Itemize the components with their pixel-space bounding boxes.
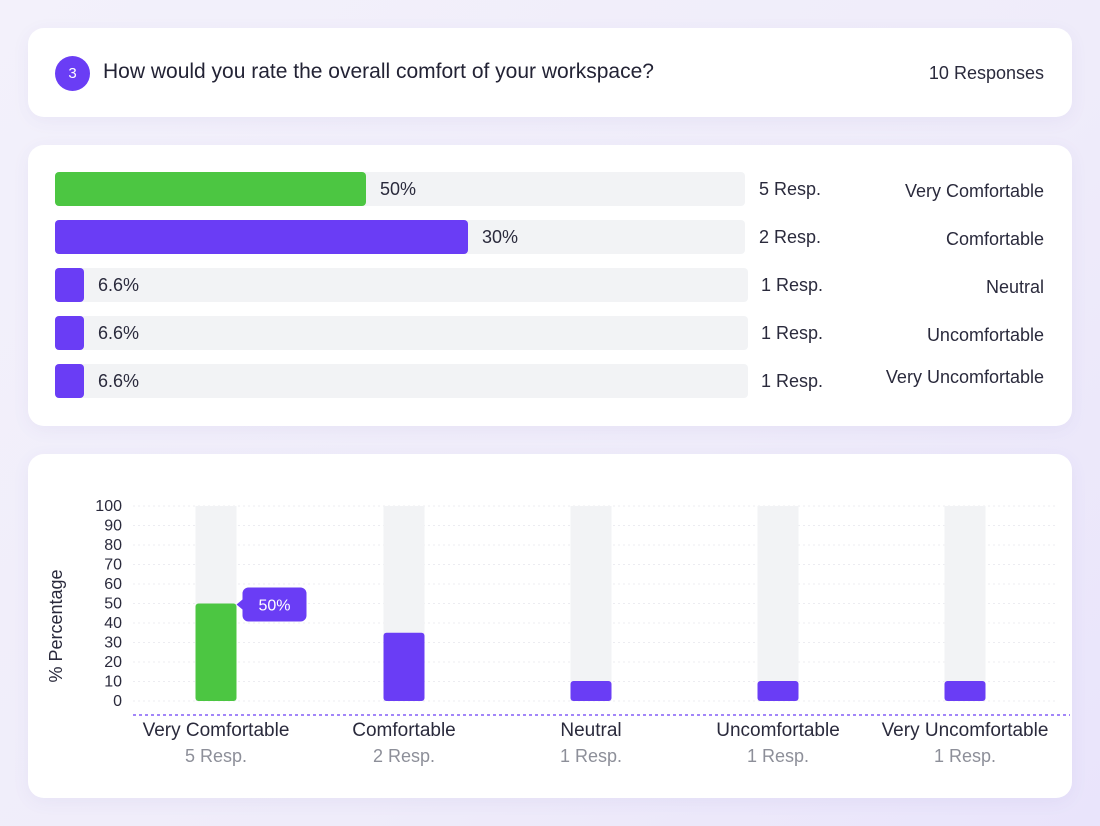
response-row: 6.6% 1 Resp. Very Uncomfortable bbox=[28, 364, 1072, 398]
option-label: Very Uncomfortable bbox=[885, 367, 1044, 387]
y-tick-label: 50 bbox=[104, 596, 122, 613]
y-tick-label: 90 bbox=[104, 518, 122, 535]
percent-label: 6.6% bbox=[98, 275, 140, 295]
bar-fill bbox=[55, 316, 84, 350]
bar[interactable] bbox=[383, 632, 425, 701]
response-bars-card: 50% 5 Resp. Very Comfortable 30% 2 Resp. Comf… bbox=[28, 145, 1072, 426]
bar-fill bbox=[55, 364, 84, 398]
bar-track bbox=[55, 268, 748, 302]
response-row: 6.6% 1 Resp. Neutral bbox=[28, 268, 1072, 302]
tooltip-label: 50% bbox=[258, 598, 290, 615]
response-row: 6.6% 1 Resp. Uncomfortable bbox=[28, 316, 1072, 350]
tooltip-bubble bbox=[236, 587, 307, 622]
responses-count: 10 Responses bbox=[928, 63, 1044, 83]
y-tick-label: 70 bbox=[104, 557, 122, 574]
response-count-label: 1 Resp. bbox=[761, 323, 824, 343]
bar[interactable] bbox=[944, 681, 986, 701]
response-count-label: 1 Resp. bbox=[761, 371, 824, 391]
bar[interactable] bbox=[570, 681, 612, 701]
y-tick-label: 10 bbox=[104, 674, 122, 691]
y-tick-label: 60 bbox=[104, 576, 122, 593]
bar-track bbox=[55, 316, 748, 350]
option-label: Neutral bbox=[985, 277, 1044, 297]
bar-track bbox=[570, 506, 612, 701]
response-count-label: 5 Resp. bbox=[759, 179, 822, 199]
option-label: Comfortable bbox=[945, 229, 1044, 249]
bar-track bbox=[55, 364, 748, 398]
bar[interactable] bbox=[757, 681, 799, 701]
question-header-card: 3 How would you rate the overall comfort… bbox=[28, 28, 1072, 117]
response-row: 50% 5 Resp. Very Comfortable bbox=[28, 172, 1072, 206]
x-category-sublabel: 1 Resp. bbox=[934, 746, 996, 766]
y-tick-label: 80 bbox=[104, 537, 122, 554]
x-category-sublabel: 2 Resp. bbox=[373, 746, 435, 766]
option-label: Very Comfortable bbox=[904, 181, 1044, 201]
y-tick-label: 20 bbox=[104, 654, 122, 671]
bar-track bbox=[757, 506, 799, 701]
percent-label: 30% bbox=[482, 227, 519, 247]
x-category-label: Uncomfortable bbox=[716, 720, 840, 741]
percent-label: 50% bbox=[380, 179, 417, 199]
x-category-sublabel: 1 Resp. bbox=[747, 746, 809, 766]
response-count-label: 1 Resp. bbox=[761, 275, 824, 295]
x-category-label: Comfortable bbox=[352, 720, 456, 741]
percent-label: 6.6% bbox=[98, 323, 140, 343]
x-category-sublabel: 1 Resp. bbox=[560, 746, 622, 766]
option-label: Uncomfortable bbox=[926, 325, 1044, 345]
percentage-chart-card: 0 10 20 30 40 50 60 70 80 90 100 % Percentage Very C… bbox=[28, 454, 1072, 798]
question-number-badge: 3 bbox=[55, 56, 90, 91]
bar-fill bbox=[55, 172, 366, 206]
y-tick-label: 0 bbox=[113, 693, 122, 710]
percent-label: 6.6% bbox=[98, 371, 140, 391]
y-tick-label: 40 bbox=[104, 615, 122, 632]
response-row: 30% 2 Resp. Comfortable bbox=[28, 220, 1072, 254]
question-title: How would you rate the overall comfort o… bbox=[103, 60, 654, 83]
value-tooltip: 50% bbox=[236, 587, 307, 622]
y-tick-label: 100 bbox=[95, 498, 122, 515]
bar-fill bbox=[55, 220, 468, 254]
percentage-bar-chart: 0 10 20 30 40 50 60 70 80 90 100 % Percentage Very C… bbox=[46, 498, 1070, 766]
x-category-label: Very Comfortable bbox=[143, 720, 290, 741]
bar-fill bbox=[55, 268, 84, 302]
x-category-label: Very Uncomfortable bbox=[882, 720, 1049, 741]
y-tick-label: 30 bbox=[104, 635, 122, 652]
bar[interactable] bbox=[195, 603, 237, 702]
bar-track bbox=[944, 506, 986, 701]
x-category-label: Neutral bbox=[560, 720, 621, 741]
y-axis-title: % Percentage bbox=[46, 569, 66, 682]
x-category-sublabel: 5 Resp. bbox=[185, 746, 247, 766]
response-count-label: 2 Resp. bbox=[759, 227, 822, 247]
